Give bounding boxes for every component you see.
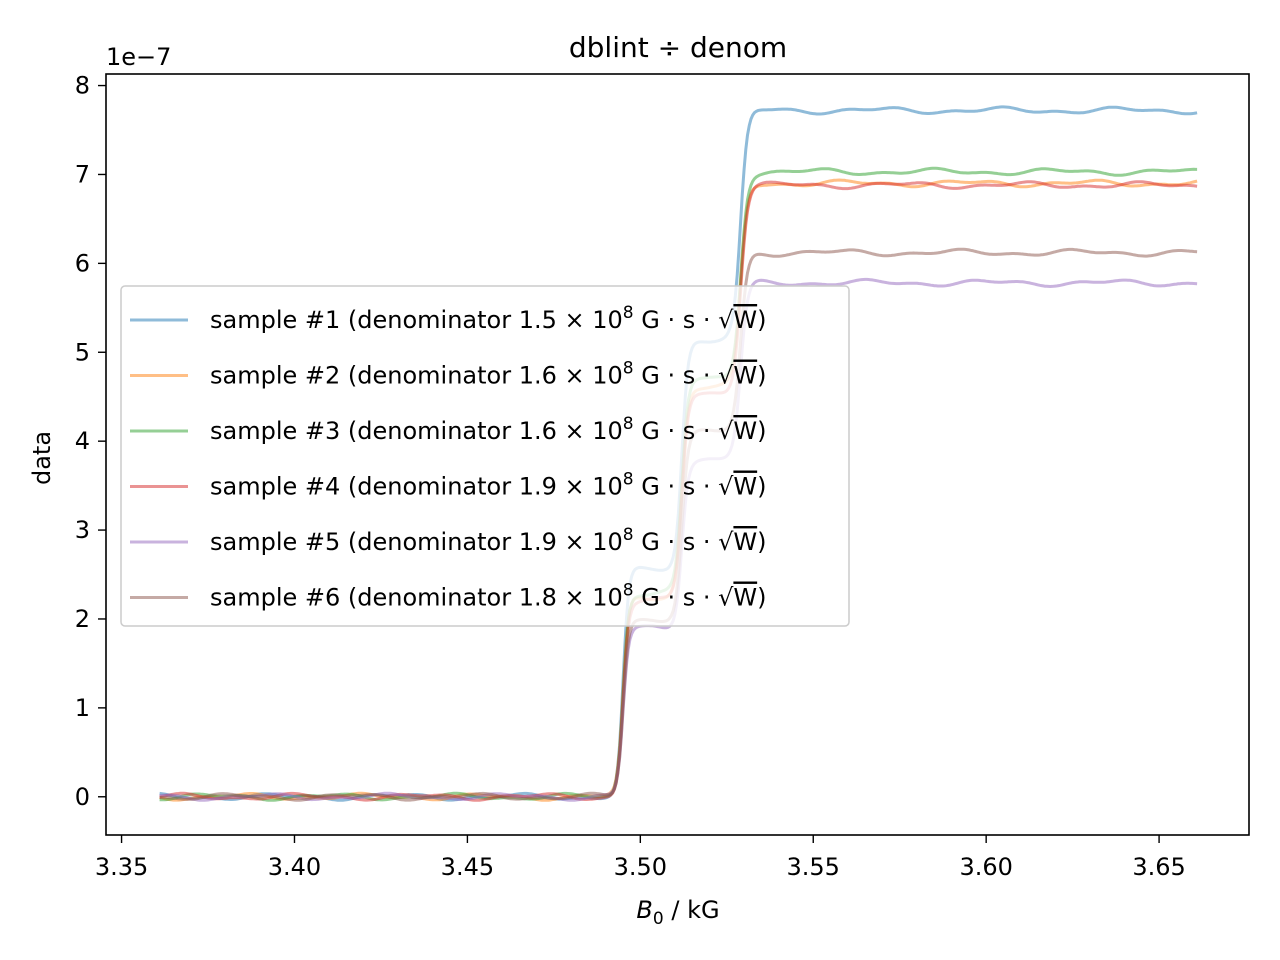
y-axis-multiplier: 1e−7 [106, 43, 171, 71]
legend: sample #1 (denominator 1.5 × 108 G · s ·… [120, 285, 850, 627]
x-tick-label: 3.60 [959, 853, 1012, 881]
x-axis-label-rest: / kG [664, 896, 720, 924]
axis-ticks: 3.35 3.40 3.45 3.50 3.55 3.60 3.65 0 1 2 3 4 5 6 7 8 [75, 72, 1186, 881]
plot-frame [105, 73, 1250, 836]
legend-box [120, 285, 850, 627]
legend-label: sample #6 (denominator 1.8 × 108 G · s ·… [210, 581, 767, 612]
x-axis-label: B0 / kG [636, 896, 719, 929]
y-tick-label: 8 [75, 72, 90, 100]
x-tick-label: 3.35 [95, 853, 148, 881]
y-tick-label: 6 [75, 249, 90, 277]
y-tick-label: 3 [75, 516, 90, 544]
legend-label: sample #3 (denominator 1.6 × 108 G · s ·… [210, 414, 767, 445]
x-tick-label: 3.65 [1132, 853, 1185, 881]
x-tick-label: 3.45 [441, 853, 494, 881]
y-tick-label: 5 [75, 338, 90, 366]
chart-title: dblint ÷ denom [569, 31, 787, 64]
legend-label: sample #5 (denominator 1.9 × 108 G · s ·… [210, 525, 767, 556]
legend-label: sample #2 (denominator 1.6 × 108 G · s ·… [210, 359, 767, 390]
x-axis-label-sub: 0 [653, 909, 664, 929]
x-axis-label-main: B [636, 896, 652, 924]
y-tick-label: 7 [75, 160, 90, 188]
y-tick-label: 4 [75, 427, 90, 455]
y-tick-label: 1 [75, 694, 90, 722]
x-tick-label: 3.55 [787, 853, 840, 881]
y-tick-label: 2 [75, 605, 90, 633]
legend-label: sample #4 (denominator 1.9 × 108 G · s ·… [210, 470, 767, 501]
y-axis-label: data [28, 431, 56, 485]
x-tick-label: 3.50 [614, 853, 667, 881]
x-tick-label: 3.40 [268, 853, 321, 881]
y-tick-label: 0 [75, 783, 90, 811]
legend-label: sample #1 (denominator 1.5 × 108 G · s ·… [210, 303, 767, 334]
